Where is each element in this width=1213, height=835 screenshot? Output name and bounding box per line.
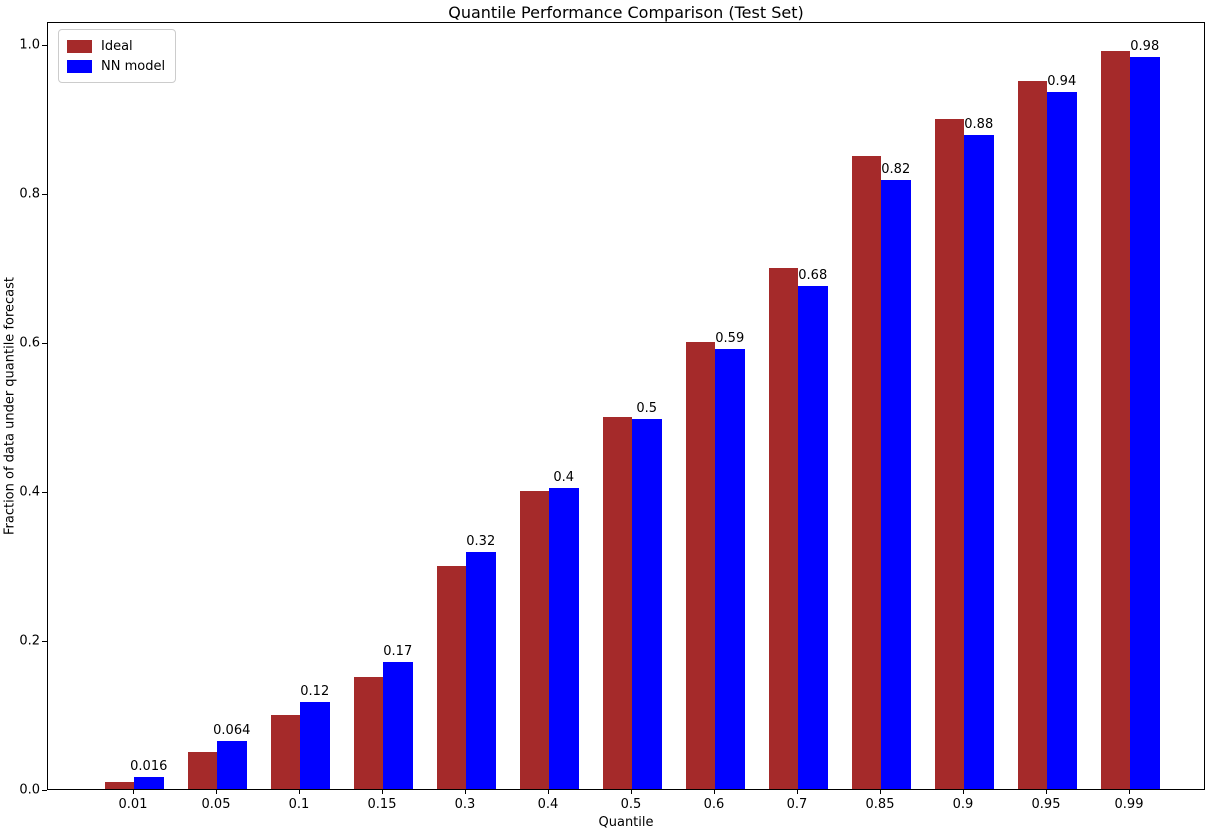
y-tick-label: 0.8 — [19, 186, 40, 202]
y-tick-mark — [42, 641, 47, 642]
x-tick-mark — [133, 790, 134, 794]
bar-value-label: 0.32 — [466, 534, 496, 550]
bar-value-label: 0.17 — [383, 643, 413, 659]
x-tick-label: 0.6 — [703, 797, 725, 812]
x-tick-mark — [631, 790, 632, 794]
bar-ideal — [768, 267, 798, 789]
x-tick-label: 0.99 — [1114, 797, 1144, 812]
bar-value-label: 0.82 — [881, 161, 911, 177]
legend-swatch-ideal — [67, 39, 92, 53]
y-tick-label: 0.2 — [19, 633, 40, 649]
x-tick-label: 0.5 — [620, 797, 642, 812]
x-tick-label: 0.4 — [537, 797, 559, 812]
y-tick-label: 0.0 — [19, 782, 40, 798]
x-tick-label: 0.9 — [952, 797, 974, 812]
x-tick-mark — [1046, 790, 1047, 794]
bar-ideal — [602, 416, 632, 789]
bar-nn-model — [134, 777, 164, 789]
bar-ideal — [1017, 81, 1047, 789]
bar-nn-model — [632, 418, 662, 789]
y-tick-label: 0.4 — [19, 484, 40, 500]
x-tick-mark — [299, 790, 300, 794]
bar-value-label: 0.064 — [213, 723, 251, 739]
bar-ideal — [685, 342, 715, 789]
x-axis-label: Quantile — [598, 815, 654, 830]
x-tick-label: 0.01 — [118, 797, 148, 812]
bar-nn-model — [1047, 91, 1077, 789]
bar-nn-model — [549, 488, 579, 789]
legend-label-nn-model: NN model — [101, 58, 166, 74]
bar-nn-model — [1130, 56, 1160, 789]
bar-value-label: 0.94 — [1047, 73, 1077, 89]
bar-ideal — [851, 155, 881, 789]
x-tick-mark — [465, 790, 466, 794]
bar-ideal — [519, 491, 549, 789]
legend: Ideal NN model — [58, 29, 177, 83]
bar-ideal — [436, 565, 466, 789]
plot-area: Ideal NN model 0.016 0.064 0.12 0.17 0.32 0.4… — [47, 22, 1205, 790]
y-tick-mark — [42, 790, 47, 791]
legend-label-ideal: Ideal — [101, 38, 133, 54]
x-tick-mark — [797, 790, 798, 794]
legend-swatch-nn-model — [67, 59, 92, 73]
y-tick-mark — [42, 45, 47, 46]
bar-ideal — [934, 118, 964, 789]
x-tick-label: 0.3 — [454, 797, 476, 812]
bar-nn-model — [798, 286, 828, 789]
legend-entry-ideal: Ideal — [67, 36, 165, 56]
bar-nn-model — [217, 741, 247, 789]
bar-value-label: 0.5 — [636, 400, 658, 416]
x-tick-mark — [963, 790, 964, 794]
y-tick-label: 0.6 — [19, 335, 40, 351]
bar-nn-model — [715, 348, 745, 789]
x-tick-label: 0.1 — [288, 797, 310, 812]
x-tick-mark — [548, 790, 549, 794]
bar-ideal — [104, 781, 134, 789]
x-tick-label: 0.85 — [865, 797, 895, 812]
bar-ideal — [187, 751, 217, 789]
bar-value-label: 0.88 — [964, 116, 994, 132]
x-tick-mark — [216, 790, 217, 794]
y-tick-mark — [42, 194, 47, 195]
x-tick-label: 0.95 — [1031, 797, 1061, 812]
x-tick-label: 0.05 — [201, 797, 231, 812]
bar-ideal — [353, 677, 383, 789]
x-tick-mark — [1129, 790, 1130, 794]
chart-title: Quantile Performance Comparison (Test Se… — [448, 3, 804, 22]
bar-nn-model — [300, 701, 330, 789]
bar-nn-model — [383, 661, 413, 789]
y-tick-mark — [42, 343, 47, 344]
y-tick-mark — [42, 492, 47, 493]
bar-nn-model — [881, 179, 911, 789]
bar-nn-model — [466, 552, 496, 789]
bar-value-label: 0.4 — [553, 470, 575, 486]
x-tick-mark — [714, 790, 715, 794]
bar-nn-model — [964, 134, 994, 789]
x-tick-mark — [880, 790, 881, 794]
bar-value-label: 0.12 — [300, 683, 330, 699]
y-tick-label: 1.0 — [19, 37, 40, 53]
bar-value-label: 0.016 — [130, 759, 168, 775]
legend-entry-nn-model: NN model — [67, 56, 165, 76]
bar-value-label: 0.68 — [798, 268, 828, 284]
x-tick-label: 0.7 — [786, 797, 808, 812]
bar-value-label: 0.59 — [715, 330, 745, 346]
x-tick-mark — [382, 790, 383, 794]
bar-ideal — [1100, 51, 1130, 789]
bar-value-label: 0.98 — [1130, 38, 1160, 54]
bar-ideal — [270, 714, 300, 789]
x-tick-label: 0.15 — [367, 797, 397, 812]
